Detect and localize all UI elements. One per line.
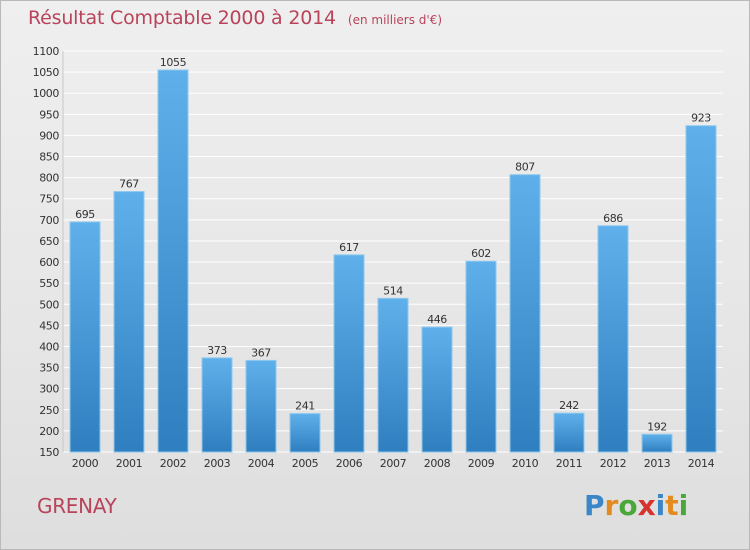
bar-2005: [289, 413, 321, 453]
data-label-2011: 242: [559, 399, 579, 412]
data-label-2009: 602: [471, 247, 491, 260]
bars: [69, 69, 717, 453]
data-label-2007: 514: [383, 284, 403, 297]
bar-2006: [333, 254, 365, 453]
y-tick-label: 600: [39, 256, 59, 269]
bar-2007: [377, 297, 409, 453]
bar-2010: [509, 174, 541, 453]
x-tick-label-2012: 2012: [600, 457, 626, 470]
bar-2004: [245, 359, 277, 453]
x-tick-label-2002: 2002: [160, 457, 186, 470]
bar-2012: [597, 225, 629, 453]
x-tick-label-2014: 2014: [688, 457, 715, 470]
bar-2003: [201, 357, 233, 453]
y-tick-label: 950: [39, 108, 59, 121]
x-tick-label-2009: 2009: [468, 457, 495, 470]
data-label-2001: 767: [119, 178, 139, 191]
bar-2008: [421, 326, 453, 453]
data-label-2013: 192: [647, 420, 667, 433]
y-tick-label: 1000: [33, 87, 60, 100]
bar-2000: [69, 221, 101, 453]
y-tick-label: 500: [39, 298, 59, 311]
y-tick-label: 1100: [33, 45, 60, 58]
bar-2002: [157, 69, 189, 453]
logo-letter: t: [665, 489, 679, 522]
y-tick-label: 400: [39, 340, 59, 353]
bar-2001: [113, 191, 145, 453]
x-tick-label-2008: 2008: [424, 457, 451, 470]
logo-letter: P: [584, 489, 605, 522]
proxiti-logo[interactable]: Proxiti: [584, 489, 688, 522]
data-label-2000: 695: [75, 208, 95, 221]
chart-subtitle: (en milliers d'€): [347, 13, 443, 27]
y-tick-label: 450: [39, 319, 59, 332]
data-label-2002: 1055: [160, 56, 187, 69]
y-tick-label: 550: [39, 277, 59, 290]
bar-2014: [685, 125, 717, 453]
data-label-2006: 617: [339, 241, 359, 254]
data-labels: 695 767 1055 373 367 241 617 514 446 602 807 242 686…: [75, 56, 712, 433]
logo-letter: i: [655, 489, 666, 522]
y-tick-label: 750: [39, 193, 59, 206]
y-tick-label: 300: [39, 383, 59, 396]
y-tick-label: 900: [39, 129, 59, 142]
bar-2009: [465, 260, 497, 453]
data-label-2014: 923: [691, 112, 711, 125]
y-tick-label: 350: [39, 362, 59, 375]
x-tick-label-2001: 2001: [116, 457, 142, 470]
y-tick-label: 150: [39, 446, 59, 459]
x-tick-label-2003: 2003: [204, 457, 231, 470]
bar-2013: [641, 433, 673, 453]
logo-letter: o: [618, 489, 638, 522]
y-tick-label: 800: [39, 172, 59, 185]
logo-letter: i: [678, 489, 689, 522]
y-tick-label: 850: [39, 151, 59, 164]
y-tick-label: 200: [39, 425, 59, 438]
y-tick-label: 250: [39, 404, 59, 417]
x-tick-label-2000: 2000: [72, 457, 99, 470]
title-row: Résultat Comptable 2000 à 2014 (en milli…: [28, 7, 442, 37]
x-tick-label-2010: 2010: [512, 457, 539, 470]
commune-name: GRENAY: [37, 494, 117, 518]
y-tick-label: 1050: [33, 66, 60, 79]
data-label-2004: 367: [251, 346, 271, 359]
x-tick-label-2013: 2013: [644, 457, 671, 470]
data-label-2010: 807: [515, 161, 535, 174]
x-tick-label-2006: 2006: [336, 457, 363, 470]
chart-title: Résultat Comptable 2000 à 2014: [28, 7, 336, 29]
x-tick-label-2004: 2004: [248, 457, 275, 470]
x-tick-label-2005: 2005: [292, 457, 319, 470]
x-tick-label-2007: 2007: [380, 457, 407, 470]
data-label-2005: 241: [295, 400, 315, 413]
logo-letter: x: [637, 489, 656, 522]
data-label-2003: 373: [207, 344, 227, 357]
y-tick-label: 650: [39, 235, 59, 248]
data-label-2008: 446: [427, 313, 447, 326]
bar-2011: [553, 412, 585, 453]
logo-letter: r: [604, 489, 619, 522]
axes: 150 200 250 300 350 400 450 500 550 600 650 700 750 8…: [33, 45, 715, 470]
data-label-2012: 686: [603, 212, 623, 225]
y-tick-label: 700: [39, 214, 59, 227]
x-tick-label-2011: 2011: [556, 457, 582, 470]
